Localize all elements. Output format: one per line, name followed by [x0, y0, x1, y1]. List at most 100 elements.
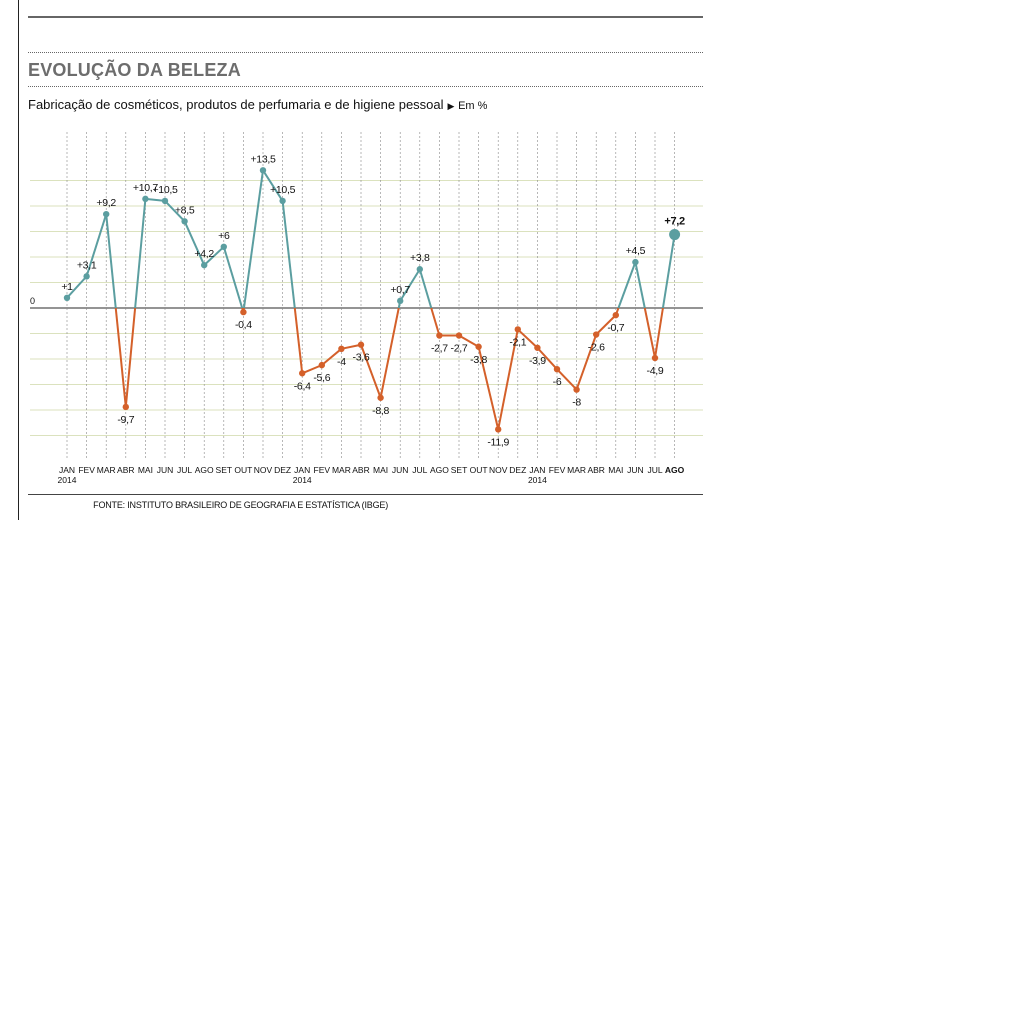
x-tick-label: FEV — [549, 465, 566, 475]
series-segment — [321, 348, 343, 366]
left-border-rule — [18, 0, 19, 520]
series-segment — [134, 198, 147, 309]
arrow-right-icon: ▶ — [447, 101, 455, 111]
line-chart: 0+1+3,1+9,2-9,7+10,7+10,5+8,5+4,2+6-0,4+… — [30, 132, 703, 485]
x-tick-label: OUT — [234, 465, 252, 475]
x-tick-label: MAR — [97, 465, 116, 475]
x-tick-label: JAN — [294, 465, 310, 475]
x-tick-label: NOV — [254, 465, 273, 475]
series-segment — [124, 307, 137, 408]
data-point — [651, 354, 659, 362]
data-label: -0,7 — [607, 322, 624, 334]
source-note: FONTE: INSTITUTO BRASILEIRO DE GEOGRAFIA… — [93, 500, 388, 510]
data-point — [632, 258, 639, 266]
unit-label: Em % — [458, 100, 488, 112]
x-tick-label: AGO — [665, 465, 685, 475]
series-segment — [66, 275, 88, 299]
series-segment — [634, 261, 646, 309]
x-tick-label: ABR — [352, 465, 369, 475]
data-point — [318, 361, 325, 369]
infographic: EVOLUÇÃO DA BELEZA Fabricação de cosméti… — [0, 0, 710, 525]
x-tick-label: JUN — [392, 465, 409, 475]
zero-label: 0 — [30, 296, 35, 306]
data-point — [240, 308, 247, 316]
x-tick-label: JUN — [627, 465, 644, 475]
x-tick-label: DEZ — [509, 465, 526, 475]
series-segment — [203, 246, 225, 266]
series-segment — [301, 364, 323, 375]
data-label: -3,8 — [470, 354, 487, 366]
data-point — [669, 229, 681, 241]
series-segment — [617, 261, 637, 309]
data-point — [220, 243, 227, 250]
subtitle-text: Fabricação de cosméticos, produtos de pe… — [28, 97, 444, 112]
data-point — [495, 426, 502, 433]
series-segment — [418, 268, 433, 309]
series-segment — [360, 344, 382, 399]
data-label: +1 — [61, 281, 73, 293]
data-point — [593, 331, 600, 338]
data-label: +10,5 — [152, 184, 178, 196]
data-label: +6 — [218, 230, 230, 242]
data-label: -4 — [337, 356, 346, 368]
data-label: -9,7 — [117, 414, 134, 426]
data-point — [161, 197, 169, 205]
x-tick-label: JAN — [529, 465, 545, 475]
series-segment — [517, 328, 539, 349]
x-tick-label: MAI — [373, 465, 388, 475]
series-segment — [477, 346, 500, 430]
series-segment — [575, 334, 598, 390]
data-label: +3,1 — [77, 259, 97, 271]
data-label: +10,5 — [270, 184, 296, 196]
series-segment — [281, 200, 296, 309]
series-segment — [399, 268, 421, 302]
data-point — [553, 366, 561, 373]
series-segment — [242, 170, 264, 309]
data-point — [514, 326, 521, 333]
x-tick-label: MAR — [567, 465, 586, 475]
series-segment — [262, 169, 284, 202]
x-year-label: 2014 — [58, 475, 77, 485]
data-point — [122, 403, 129, 411]
x-tick-label: JUL — [177, 465, 192, 475]
data-point — [573, 386, 580, 393]
series-segment — [595, 314, 617, 336]
data-label: -11,9 — [487, 436, 509, 448]
title-bottom-dotted-rule — [28, 86, 703, 87]
data-point — [63, 294, 71, 301]
series-segment — [293, 307, 304, 374]
data-label: -6,4 — [294, 380, 311, 392]
top-border-rule — [28, 16, 703, 18]
series-segment — [222, 246, 244, 309]
series-segment — [497, 329, 519, 430]
x-tick-label: OUT — [470, 465, 488, 475]
data-point — [357, 341, 365, 348]
data-label: -2,6 — [588, 342, 605, 354]
x-tick-label: FEV — [314, 465, 331, 475]
data-label: -0,4 — [235, 319, 252, 331]
data-point — [377, 394, 384, 401]
data-label: -8 — [572, 397, 581, 409]
data-label: -2,7 — [451, 343, 468, 355]
series-segment — [661, 234, 676, 309]
x-tick-label: SET — [216, 465, 233, 475]
x-tick-label: DEZ — [274, 465, 291, 475]
data-point — [534, 344, 541, 351]
chart-subtitle: Fabricação de cosméticos, produtos de pe… — [28, 97, 487, 112]
data-label: +8,5 — [175, 204, 195, 216]
x-tick-label: ABR — [587, 465, 604, 475]
data-label: +4,5 — [626, 245, 646, 257]
series-segment — [85, 213, 108, 277]
x-tick-label: MAI — [138, 465, 153, 475]
data-label: +4,2 — [194, 248, 214, 260]
data-label: -6 — [553, 376, 562, 388]
series-segment — [164, 200, 186, 222]
data-label: +7,2 — [664, 216, 685, 228]
series-segment — [556, 368, 578, 391]
x-tick-label: JUL — [647, 465, 662, 475]
series-segment — [458, 334, 480, 348]
x-tick-label: SET — [451, 465, 468, 475]
x-tick-label: FEV — [78, 465, 95, 475]
chart-title: EVOLUÇÃO DA BELEZA — [28, 60, 241, 80]
data-point — [83, 273, 90, 280]
